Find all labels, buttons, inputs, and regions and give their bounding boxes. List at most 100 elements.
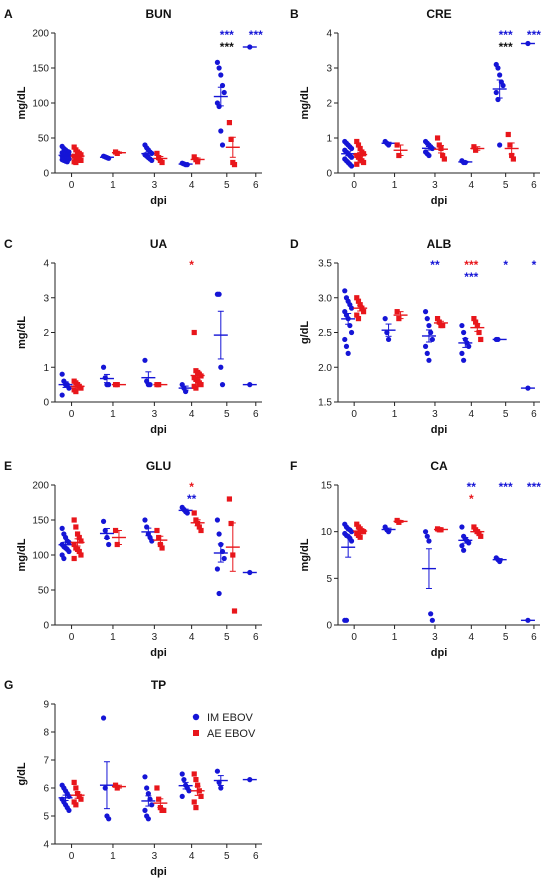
data-point bbox=[159, 159, 165, 166]
panel-letter: D bbox=[290, 237, 299, 251]
data-point bbox=[179, 793, 185, 800]
significance-stars: *** bbox=[499, 480, 513, 494]
data-point bbox=[382, 316, 388, 322]
data-point bbox=[348, 538, 355, 544]
data-point bbox=[78, 157, 84, 163]
panel-E: E GLU 0 50 100 150 200 0 1 3 4 5 6 dpi mg/dL *** bbox=[4, 459, 262, 659]
data-point bbox=[71, 517, 77, 523]
data-point bbox=[348, 145, 355, 152]
data-point bbox=[145, 816, 151, 822]
y-tick-label: 9 bbox=[43, 700, 49, 711]
x-tick-label: 0 bbox=[351, 409, 357, 420]
legend-label-im: IM EBOV bbox=[207, 712, 254, 724]
data-point bbox=[471, 524, 477, 530]
panel-letter: A bbox=[4, 7, 13, 21]
x-tick-label: 3 bbox=[152, 409, 158, 420]
panel-title: UA bbox=[150, 237, 168, 251]
significance-stars: * bbox=[469, 492, 474, 506]
data-point bbox=[198, 527, 204, 534]
series-im bbox=[341, 288, 535, 391]
x-tick-label: 1 bbox=[392, 409, 398, 420]
data-point bbox=[231, 162, 238, 168]
data-point bbox=[459, 543, 465, 549]
y-tick-label: 3 bbox=[43, 293, 49, 304]
data-point bbox=[193, 385, 199, 391]
data-point bbox=[78, 538, 84, 544]
data-point bbox=[394, 142, 400, 148]
x-tick-label: 4 bbox=[469, 409, 475, 420]
data-point bbox=[73, 785, 79, 791]
data-point bbox=[343, 343, 350, 349]
data-point bbox=[461, 329, 467, 336]
x-tick-label: 0 bbox=[69, 180, 75, 191]
y-axis-label: mg/dL bbox=[16, 316, 28, 349]
series-ae bbox=[70, 496, 240, 614]
y-tick-label: 10 bbox=[321, 527, 333, 538]
data-point bbox=[426, 322, 432, 329]
data-point bbox=[507, 142, 513, 148]
panel-letter: E bbox=[4, 459, 12, 473]
series-ae bbox=[70, 329, 205, 395]
data-point bbox=[440, 322, 446, 329]
significance-stars: *** bbox=[220, 40, 234, 54]
data-point bbox=[218, 72, 224, 78]
x-tick-label: 0 bbox=[351, 180, 357, 191]
data-point bbox=[426, 152, 432, 159]
data-point bbox=[154, 785, 160, 791]
panel-C: C UA 0 1 2 3 4 0 1 3 4 5 6 dpi mg/dL * bbox=[4, 237, 262, 436]
legend-marker-im bbox=[192, 713, 200, 721]
y-tick-label: 50 bbox=[38, 134, 50, 145]
data-point bbox=[100, 715, 107, 721]
data-point bbox=[71, 799, 77, 805]
y-tick-label: 0 bbox=[43, 398, 49, 409]
y-tick-label: 1 bbox=[43, 363, 49, 374]
data-point bbox=[500, 82, 506, 89]
x-axis-label: dpi bbox=[150, 424, 167, 436]
y-tick-label: 3.5 bbox=[318, 259, 332, 270]
x-axis-label: dpi bbox=[150, 647, 167, 659]
y-axis-label: mg/dL bbox=[16, 86, 28, 119]
x-axis-label: dpi bbox=[150, 195, 167, 207]
data-point bbox=[422, 529, 429, 535]
data-point bbox=[106, 816, 112, 822]
x-tick-label: 3 bbox=[152, 851, 158, 862]
series-im bbox=[58, 291, 257, 398]
significance-stars: *** bbox=[220, 28, 234, 42]
data-point bbox=[64, 159, 70, 165]
significance-stars: ** bbox=[430, 258, 440, 272]
significance-stars: ** bbox=[187, 492, 197, 506]
x-tick-label: 5 bbox=[224, 632, 230, 643]
x-tick-label: 1 bbox=[110, 409, 116, 420]
data-point bbox=[476, 329, 482, 336]
y-axis-label: mg/dL bbox=[16, 538, 28, 571]
significance-stars: * bbox=[189, 480, 194, 494]
data-point bbox=[354, 138, 360, 145]
y-axis-label: g/dL bbox=[299, 321, 311, 344]
data-point bbox=[78, 796, 84, 802]
x-tick-label: 1 bbox=[392, 180, 398, 191]
x-tick-label: 1 bbox=[392, 632, 398, 643]
y-tick-label: 0 bbox=[326, 169, 332, 180]
x-tick-label: 6 bbox=[253, 180, 259, 191]
significance-stars: *** bbox=[464, 270, 478, 284]
data-point bbox=[231, 608, 238, 614]
y-tick-label: 1.5 bbox=[318, 398, 332, 409]
x-tick-label: 3 bbox=[152, 180, 158, 191]
panel-letter: F bbox=[290, 459, 297, 473]
data-point bbox=[394, 309, 400, 315]
data-point bbox=[66, 539, 72, 546]
data-point bbox=[73, 159, 79, 166]
data-point bbox=[191, 329, 197, 336]
data-point bbox=[216, 291, 222, 297]
data-point bbox=[355, 298, 362, 304]
data-point bbox=[348, 529, 355, 535]
y-tick-label: 200 bbox=[32, 29, 49, 40]
y-tick-label: 2.5 bbox=[318, 328, 332, 339]
x-tick-label: 1 bbox=[110, 851, 116, 862]
data-point bbox=[422, 343, 429, 349]
y-tick-label: 50 bbox=[38, 586, 50, 597]
data-point bbox=[214, 517, 221, 523]
